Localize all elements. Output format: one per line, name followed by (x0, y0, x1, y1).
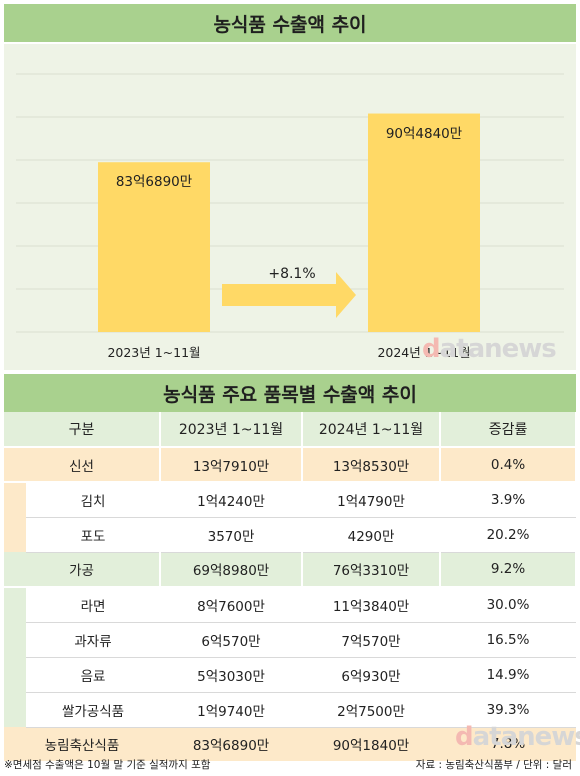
watermark-rest: atanews (472, 722, 580, 752)
cell-change: 0.4% (440, 447, 578, 483)
growth-arrow (222, 272, 356, 318)
indent-cell (4, 587, 26, 622)
table-total-row: 농림축산식품 83억6890만 90억1840만 7.8% (4, 727, 577, 763)
cell-name: 음료 (26, 657, 161, 693)
cell-2023: 8억7600만 (160, 587, 303, 623)
cell-2023: 69억8980만 (160, 552, 304, 588)
bar-0 (98, 162, 210, 332)
bar-chart: 83억6890만 90억4840만 +8.1% 2023년 1~11월 2024… (4, 44, 576, 370)
watermark-logo: datanews (422, 334, 557, 364)
bar-value-label-2023: 83억6890만 (115, 174, 193, 191)
footnote: ※면세점 수출액은 10월 말 기준 실적까지 포함 (4, 759, 211, 771)
watermark-rest: atanews (439, 334, 557, 364)
cell-name: 쌀가공식품 (26, 692, 161, 728)
x-tick-label-2023: 2023년 1~11월 (107, 345, 201, 360)
cell-change: 9.2% (440, 552, 578, 588)
cell-2024: 90억1840만 (302, 727, 441, 763)
table-row: 포도 3570만 4290만 20.2% (4, 517, 577, 553)
bar-value-label-2024: 90억4840만 (385, 125, 463, 142)
cell-2024: 1억4790만 (302, 482, 441, 518)
indent-cell (4, 622, 26, 657)
indent-cell (4, 692, 26, 727)
cell-change: 39.3% (440, 692, 577, 728)
cell-2024: 2억7500만 (302, 692, 441, 728)
cell-name: 가공 (4, 552, 162, 588)
bar-1 (368, 113, 480, 332)
cell-change: 20.2% (440, 517, 577, 553)
cell-2023: 13억7910만 (160, 447, 304, 483)
cell-name: 농림축산식품 (4, 727, 161, 763)
table-header-row: 구분 2023년 1~11월 2024년 1~11월 증감률 (4, 412, 578, 448)
cell-name: 포도 (26, 517, 161, 553)
watermark-logo-bottom: datanews (455, 722, 580, 752)
cell-name: 과자류 (26, 622, 161, 658)
table-row: 라면 8억7600만 11억3840만 30.0% (4, 587, 577, 623)
header-change: 증감률 (440, 412, 578, 448)
chart-svg (16, 73, 564, 333)
cell-2024: 11억3840만 (302, 587, 441, 623)
indent-cell (4, 482, 26, 517)
cell-2023: 1억4240만 (160, 482, 303, 518)
table-row: 음료 5억3030만 6억930만 14.9% (4, 657, 577, 693)
cell-name: 신선 (4, 447, 162, 483)
growth-rate-label: +8.1% (268, 266, 316, 282)
cell-2023: 5억3030만 (160, 657, 303, 693)
header-2023: 2023년 1~11월 (160, 412, 304, 448)
cell-name: 라면 (26, 587, 161, 623)
source-note: 자료 : 농림축산식품부 / 단위 : 달러 (415, 759, 572, 771)
cell-2024: 7억570만 (302, 622, 441, 658)
cell-2024: 4290만 (302, 517, 441, 553)
header-2024: 2024년 1~11월 (302, 412, 442, 448)
cell-2023: 3570만 (160, 517, 303, 553)
cell-2023: 6억570만 (160, 622, 303, 658)
indent-cell (4, 657, 26, 692)
export-items-table: 구분 2023년 1~11월 2024년 1~11월 증감률 신선 13억791… (4, 412, 578, 763)
cell-change: 7.8% (440, 727, 577, 763)
cell-name: 김치 (26, 482, 161, 518)
cell-change: 3.9% (440, 482, 577, 518)
cell-2024: 6억930만 (302, 657, 441, 693)
cell-change: 30.0% (440, 587, 577, 623)
table-title: 농식품 주요 품목별 수출액 추이 (4, 374, 576, 412)
cell-2023: 83억6890만 (160, 727, 303, 763)
table-row: 가공 69억8980만 76억3310만 9.2% (4, 552, 578, 588)
x-tick-label-2024: 2024년 1~11월 (377, 345, 471, 360)
table-row: 김치 1억4240만 1억4790만 3.9% (4, 482, 577, 518)
header-category: 구분 (4, 412, 162, 448)
watermark-d: d (455, 722, 474, 752)
cell-2024: 13억8530만 (302, 447, 442, 483)
cell-2024: 76억3310만 (302, 552, 442, 588)
watermark-d: d (422, 334, 441, 364)
cell-2023: 1억9740만 (160, 692, 303, 728)
cell-change: 14.9% (440, 657, 577, 693)
table-row: 신선 13억7910만 13억8530만 0.4% (4, 447, 578, 483)
table-row: 과자류 6억570만 7억570만 16.5% (4, 622, 577, 658)
chart-title: 농식품 수출액 추이 (4, 4, 576, 42)
cell-change: 16.5% (440, 622, 577, 658)
table-row: 쌀가공식품 1억9740만 2억7500만 39.3% (4, 692, 577, 728)
indent-cell (4, 517, 26, 552)
